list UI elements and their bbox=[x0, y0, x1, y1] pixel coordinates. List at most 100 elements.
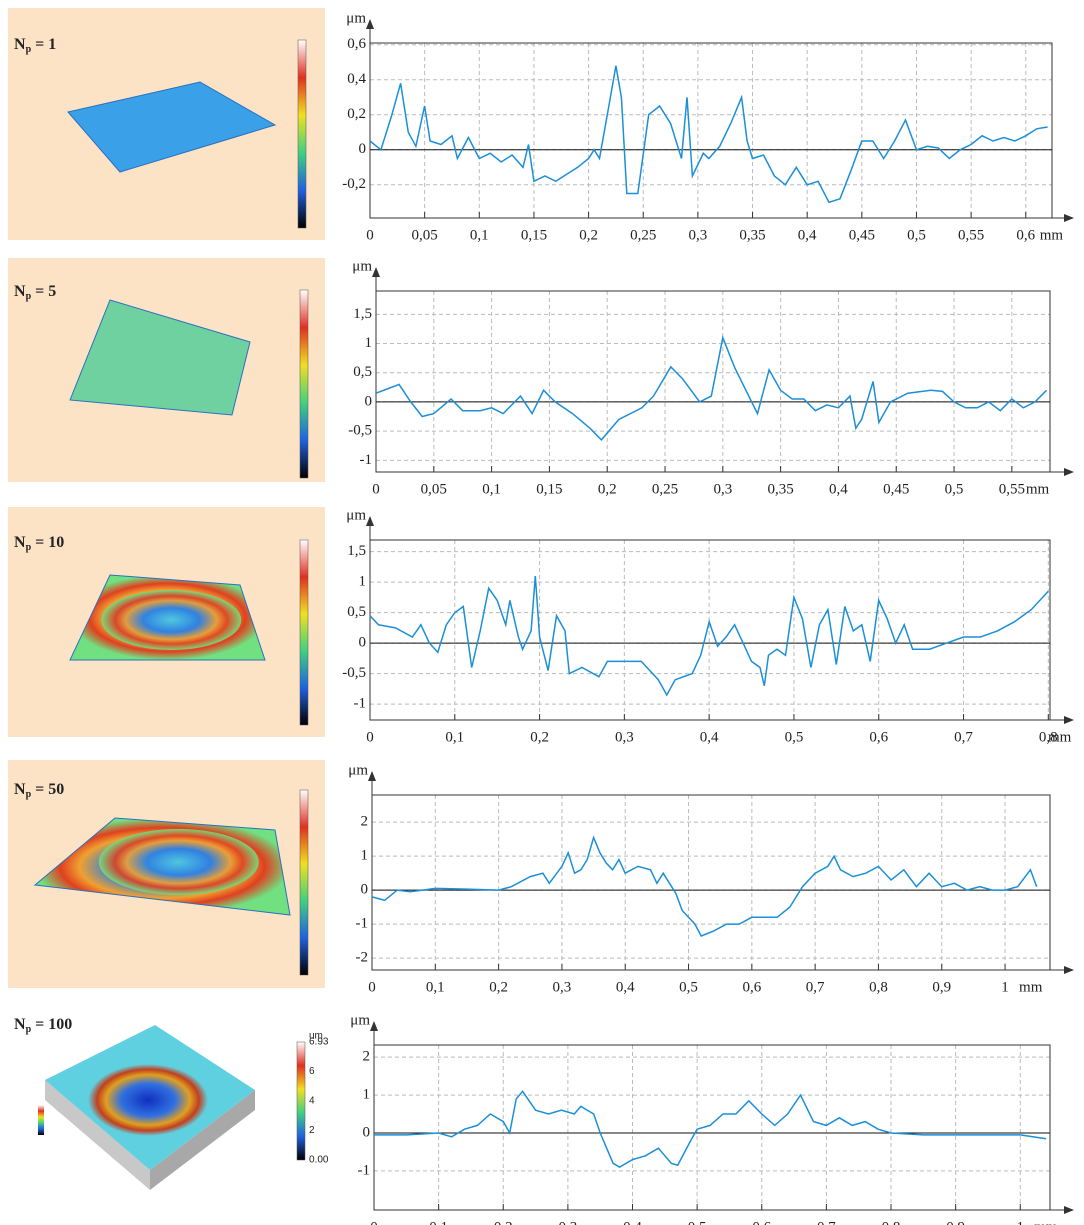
mini-colorbar bbox=[38, 1105, 44, 1135]
x-tick-label: 0,4 bbox=[829, 481, 848, 497]
panel-label-main: N bbox=[14, 283, 26, 300]
y-tick-label: -0,5 bbox=[348, 423, 372, 439]
x-tick-label: 0,6 bbox=[742, 979, 761, 995]
crater-render bbox=[101, 590, 242, 650]
y-arrow bbox=[370, 1021, 378, 1031]
panel-label-main: N bbox=[14, 36, 26, 53]
colorbar-label: 0.00 bbox=[309, 1155, 329, 1166]
x-tick-label: 0,8 bbox=[869, 979, 888, 995]
x-tick-label: 0,55 bbox=[958, 227, 984, 243]
x-tick-label: 0,15 bbox=[521, 227, 547, 243]
x-tick-label: 0,1 bbox=[470, 227, 489, 243]
x-arrow bbox=[1064, 716, 1074, 724]
colorbar-label: um bbox=[309, 1031, 323, 1042]
y-tick-label: 0 bbox=[359, 141, 367, 157]
x-tick-label: 0,9 bbox=[932, 979, 951, 995]
x-tick-label: 0,1 bbox=[426, 979, 445, 995]
y-tick-label: -0,2 bbox=[342, 176, 366, 192]
x-tick-label: 0,3 bbox=[689, 227, 708, 243]
panel-label-rest: = 1 bbox=[35, 36, 56, 53]
y-unit: μm bbox=[346, 507, 366, 523]
x-tick-label: 0.6 bbox=[752, 1219, 771, 1225]
crater-render bbox=[88, 1064, 208, 1136]
x-tick-label: 0,05 bbox=[421, 481, 447, 497]
y-tick-label: 2 bbox=[361, 814, 369, 830]
x-tick-label: 0,25 bbox=[652, 481, 678, 497]
colorbar-label: 2 bbox=[309, 1125, 315, 1136]
y-tick-label: 1 bbox=[365, 335, 373, 351]
x-tick-label: 0.8 bbox=[882, 1219, 901, 1225]
panel-label: Np = 50 bbox=[14, 781, 64, 801]
y-unit: μm bbox=[350, 1012, 370, 1028]
x-tick-label: 0,05 bbox=[412, 227, 438, 243]
x-arrow bbox=[1064, 966, 1074, 974]
profile-line bbox=[369, 575, 1049, 697]
panel-label-main: N bbox=[14, 781, 26, 798]
block-side bbox=[45, 1080, 150, 1190]
y-tick-label: 1 bbox=[359, 574, 367, 590]
plot-frame bbox=[369, 539, 1051, 721]
x-tick-label: 0,4 bbox=[798, 227, 817, 243]
x-unit: mm bbox=[1040, 227, 1064, 243]
x-tick-label: 0,6 bbox=[869, 729, 888, 745]
panel-label-sub: p bbox=[26, 789, 32, 800]
profile-line bbox=[371, 835, 1038, 937]
x-tick-label: 0 bbox=[372, 481, 380, 497]
profile-line bbox=[369, 65, 1048, 204]
y-unit: μm bbox=[346, 10, 366, 26]
x-unit: mm bbox=[1026, 481, 1050, 497]
y-tick-label: 1,5 bbox=[353, 306, 372, 322]
x-tick-label: 0 bbox=[368, 979, 376, 995]
y-tick-label: -1 bbox=[358, 1162, 371, 1178]
y-arrow bbox=[368, 771, 376, 781]
x-tick-label: 0,25 bbox=[630, 227, 656, 243]
x-tick-label: 0,5 bbox=[907, 227, 926, 243]
x-tick-label: 0,5 bbox=[945, 481, 964, 497]
panel-label-rest: = 10 bbox=[35, 534, 64, 551]
x-tick-label: 0,3 bbox=[713, 481, 732, 497]
panel-label: Np = 1 bbox=[14, 36, 56, 56]
x-tick-label: 0,45 bbox=[849, 227, 875, 243]
y-tick-label: 0,6 bbox=[347, 36, 366, 52]
block-side bbox=[150, 1090, 255, 1190]
colorbar-label: 6.93 bbox=[309, 1037, 329, 1048]
x-tick-label: 0,2 bbox=[579, 227, 598, 243]
x-tick-label: 0.2 bbox=[494, 1219, 513, 1225]
y-tick-label: -1 bbox=[356, 916, 369, 932]
x-tick-label: 0,45 bbox=[883, 481, 909, 497]
x-unit: mm bbox=[1034, 1219, 1058, 1225]
y-arrow bbox=[372, 267, 380, 277]
x-arrow bbox=[1064, 1206, 1074, 1214]
x-arrow bbox=[1064, 214, 1074, 222]
panel-label-main: N bbox=[14, 1016, 26, 1033]
y-tick-label: -1 bbox=[354, 696, 367, 712]
x-tick-label: 0,1 bbox=[445, 729, 464, 745]
plot-frame bbox=[369, 42, 1053, 219]
x-tick-label: 0,8 bbox=[1039, 729, 1058, 745]
panel-label-rest: = 5 bbox=[35, 283, 56, 300]
x-tick-label: 0,5 bbox=[679, 979, 698, 995]
x-unit: mm bbox=[1048, 729, 1072, 745]
y-arrow bbox=[366, 19, 374, 29]
x-tick-label: 1 bbox=[1001, 979, 1009, 995]
panel-label-main: N bbox=[14, 534, 26, 551]
x-arrow bbox=[1064, 468, 1074, 476]
profile-line bbox=[375, 335, 1048, 442]
panel-label-rest: = 50 bbox=[35, 781, 64, 798]
x-tick-label: 0.5 bbox=[688, 1219, 707, 1225]
y-tick-label: 1 bbox=[363, 1087, 371, 1103]
plot-frame bbox=[371, 794, 1051, 971]
panel-label: Np = 5 bbox=[14, 283, 56, 303]
x-tick-label: 0.1 bbox=[429, 1219, 448, 1225]
colorbar-label: 6 bbox=[309, 1066, 315, 1077]
x-tick-label: 0 bbox=[366, 227, 374, 243]
x-tick-label: 0,3 bbox=[615, 729, 634, 745]
x-tick-label: 1 bbox=[1017, 1219, 1025, 1225]
surface-render bbox=[69, 299, 251, 416]
x-tick-label: 0,3 bbox=[553, 979, 572, 995]
y-arrow bbox=[366, 516, 374, 526]
y-tick-label: 0 bbox=[359, 635, 367, 651]
x-tick-label: 0 bbox=[370, 1219, 378, 1225]
x-tick-label: 0.4 bbox=[623, 1219, 642, 1225]
